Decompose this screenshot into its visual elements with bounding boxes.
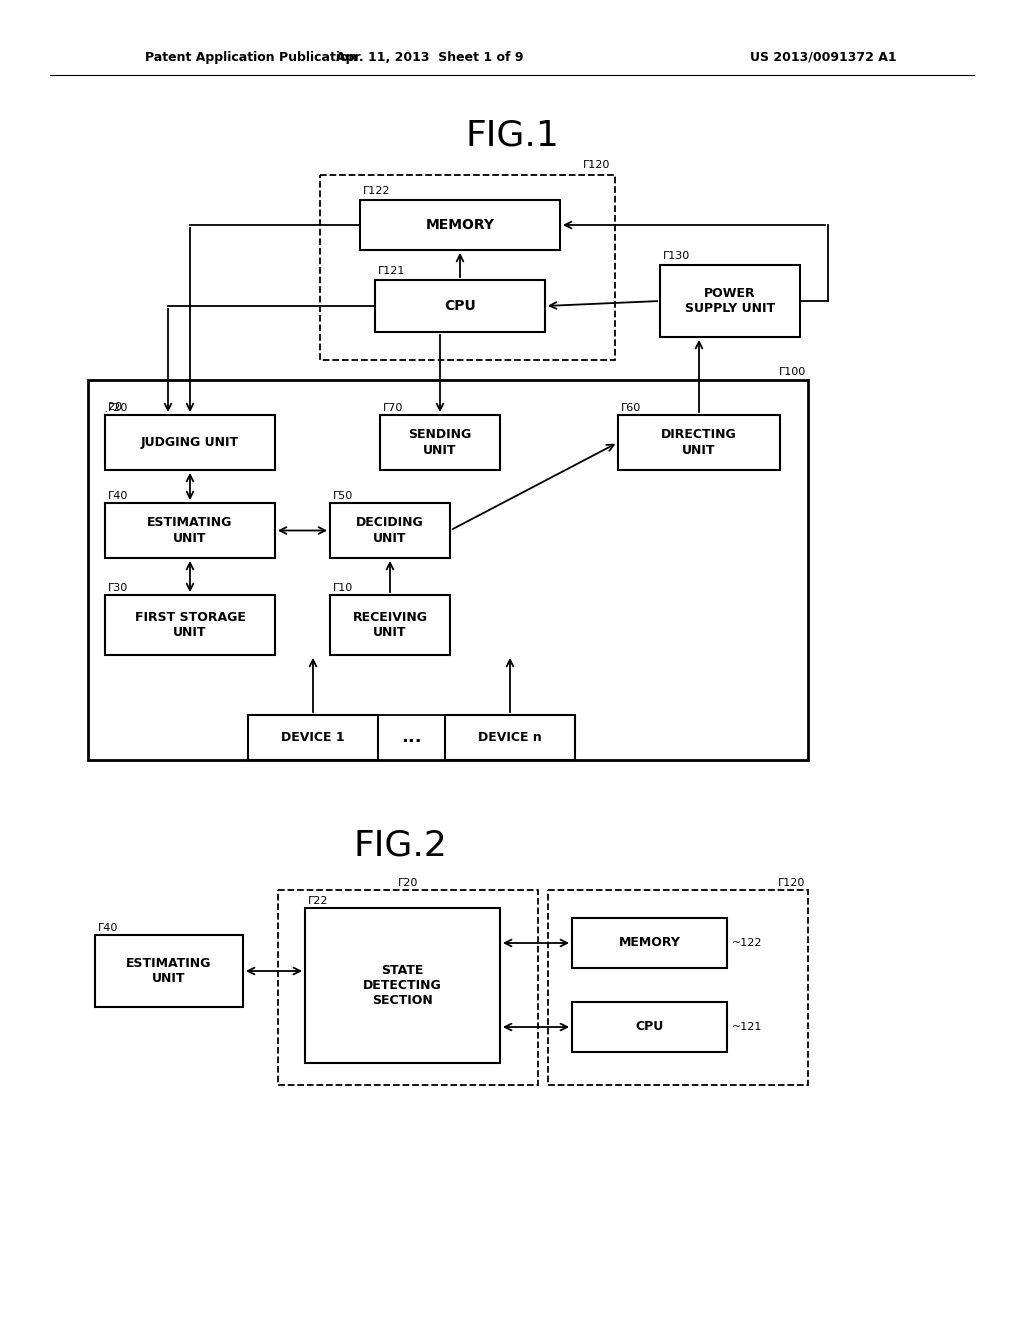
Text: ~122: ~122: [732, 939, 763, 948]
Text: Γ40: Γ40: [98, 923, 119, 933]
Text: DIRECTING
UNIT: DIRECTING UNIT: [662, 429, 737, 457]
Text: FIRST STORAGE
UNIT: FIRST STORAGE UNIT: [134, 611, 246, 639]
Text: FIG.2: FIG.2: [353, 828, 446, 862]
Bar: [278, 890, 538, 1085]
Text: FIG.1: FIG.1: [465, 117, 559, 152]
Text: Γ20: Γ20: [108, 403, 128, 413]
Bar: [660, 265, 800, 337]
Text: ESTIMATING
UNIT: ESTIMATING UNIT: [126, 957, 212, 985]
Bar: [572, 917, 727, 968]
Text: Γ120: Γ120: [583, 160, 610, 170]
Bar: [95, 935, 243, 1007]
Text: Γ120: Γ120: [777, 878, 805, 888]
Text: Γ40: Γ40: [108, 491, 128, 502]
Text: Γ122: Γ122: [362, 186, 390, 195]
Text: Γ50: Γ50: [333, 491, 353, 502]
Text: CPU: CPU: [444, 300, 476, 313]
Text: SENDING
UNIT: SENDING UNIT: [409, 429, 472, 457]
Bar: [305, 908, 500, 1063]
Text: STATE
DETECTING
SECTION: STATE DETECTING SECTION: [364, 964, 442, 1007]
Text: Γ100: Γ100: [778, 367, 806, 378]
Bar: [105, 503, 275, 558]
Text: RECEIVING
UNIT: RECEIVING UNIT: [352, 611, 427, 639]
Text: ~121: ~121: [732, 1022, 763, 1032]
Bar: [445, 715, 575, 760]
Text: Γ20: Γ20: [397, 878, 418, 888]
Text: MEMORY: MEMORY: [618, 936, 680, 949]
Text: Γ121: Γ121: [378, 267, 406, 276]
Text: ̣20: ̣20: [108, 401, 122, 411]
Text: Apr. 11, 2013  Sheet 1 of 9: Apr. 11, 2013 Sheet 1 of 9: [336, 50, 523, 63]
Text: Γ70: Γ70: [383, 403, 403, 413]
Bar: [360, 201, 560, 249]
Text: Γ22: Γ22: [308, 896, 329, 906]
Bar: [330, 595, 450, 655]
Text: CPU: CPU: [635, 1020, 664, 1034]
Text: Patent Application Publication: Patent Application Publication: [145, 50, 357, 63]
Text: DECIDING
UNIT: DECIDING UNIT: [356, 516, 424, 544]
Text: Γ130: Γ130: [663, 251, 690, 261]
Text: POWER
SUPPLY UNIT: POWER SUPPLY UNIT: [685, 286, 775, 315]
Bar: [330, 503, 450, 558]
Bar: [248, 715, 378, 760]
Text: ...: ...: [401, 729, 422, 747]
Text: Γ60: Γ60: [621, 403, 641, 413]
Text: Γ10: Γ10: [333, 583, 353, 593]
Bar: [375, 280, 545, 333]
Text: MEMORY: MEMORY: [426, 218, 495, 232]
Bar: [105, 414, 275, 470]
Text: DEVICE 1: DEVICE 1: [282, 731, 345, 744]
Bar: [618, 414, 780, 470]
Bar: [88, 380, 808, 760]
Bar: [319, 176, 615, 360]
Bar: [105, 595, 275, 655]
Text: US 2013/0091372 A1: US 2013/0091372 A1: [750, 50, 897, 63]
Text: ESTIMATING
UNIT: ESTIMATING UNIT: [147, 516, 232, 544]
Text: JUDGING UNIT: JUDGING UNIT: [141, 436, 239, 449]
Text: Γ30: Γ30: [108, 583, 128, 593]
Bar: [380, 414, 500, 470]
Bar: [548, 890, 808, 1085]
Text: DEVICE n: DEVICE n: [478, 731, 542, 744]
Bar: [572, 1002, 727, 1052]
